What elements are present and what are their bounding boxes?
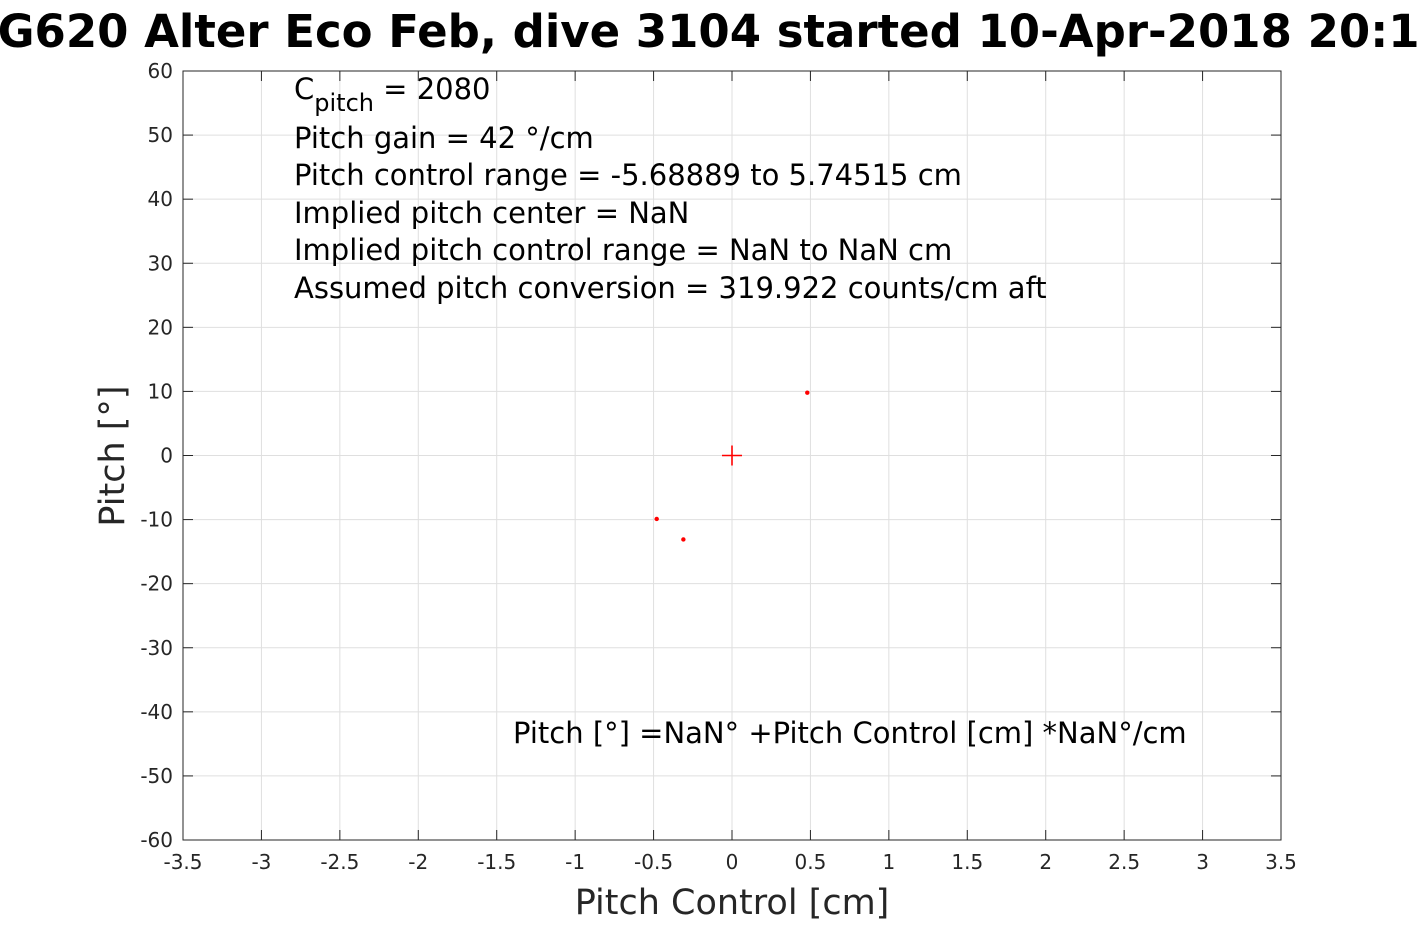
y-tick-label: 60 [148, 59, 173, 83]
cpitch-value: = 2080 [374, 72, 491, 106]
cpitch-annotation: Cpitch = 2080 [294, 72, 491, 117]
y-tick-label: -20 [140, 572, 173, 596]
x-tick-label: 0 [726, 850, 739, 874]
cpitch-subscript: pitch [314, 89, 374, 117]
x-tick-label: 1 [882, 850, 895, 874]
y-tick-label: -30 [140, 636, 173, 660]
x-tick-label: -3 [251, 850, 271, 874]
grid-layer [182, 70, 1282, 841]
x-tick-label: -2.5 [320, 850, 359, 874]
x-tick-label: 3 [1196, 850, 1209, 874]
data-point-plus [722, 445, 742, 466]
annotation-assumed-pitch-conversion: Assumed pitch conversion = 319.922 count… [294, 271, 1047, 305]
x-tick-label: -3.5 [163, 850, 202, 874]
y-tick-label: 30 [148, 251, 173, 275]
data-point [805, 390, 810, 395]
chart-title: SG620 Alter Eco Feb, dive 3104 started 1… [0, 5, 1417, 58]
y-tick-label: 10 [148, 379, 173, 403]
annotation-implied-pitch-control-range: Implied pitch control range = NaN to NaN… [294, 233, 952, 267]
annotation-implied-pitch-center: Implied pitch center = NaN [294, 196, 689, 230]
y-tick-label: -10 [140, 508, 173, 532]
data-point [654, 516, 659, 522]
y-axis-label: Pitch [°] [93, 385, 133, 526]
y-tick-label: 20 [148, 315, 173, 339]
y-tick-label: 40 [148, 187, 173, 211]
annotation-pitch-gain: Pitch gain = 42 °/cm [294, 121, 594, 155]
x-tick-label: 1.5 [951, 850, 983, 874]
x-tick-label: -2 [408, 850, 428, 874]
x-tick-label: 2.5 [1108, 850, 1140, 874]
tick-layer: -3.5 -3 -2.5 -2 -1.5 -1 -0.5 0 0.5 1 1.5 2 2.5 3 3.5 -6… [140, 59, 1297, 874]
y-tick-label: 0 [160, 444, 173, 468]
x-tick-label: -1 [565, 850, 585, 874]
y-tick-label: -50 [140, 764, 173, 788]
data-layer [654, 390, 810, 542]
x-tick-label: 2 [1039, 850, 1052, 874]
equation-annotation: Pitch [°] =NaN° +Pitch Control [cm] *NaN… [513, 716, 1187, 750]
x-tick-label: 0.5 [795, 850, 827, 874]
y-tick-label: -40 [140, 700, 173, 724]
cpitch-base: C [294, 72, 314, 106]
x-tick-label: -1.5 [477, 850, 516, 874]
annotation-pitch-control-range: Pitch control range = -5.68889 to 5.7451… [294, 158, 962, 192]
x-tick-label: 3.5 [1265, 850, 1297, 874]
data-point [681, 537, 686, 542]
x-tick-label: -0.5 [634, 850, 673, 874]
y-tick-label: -60 [140, 828, 173, 852]
x-axis-label: Pitch Control [cm] [575, 883, 890, 923]
y-tick-label: 50 [148, 123, 173, 147]
